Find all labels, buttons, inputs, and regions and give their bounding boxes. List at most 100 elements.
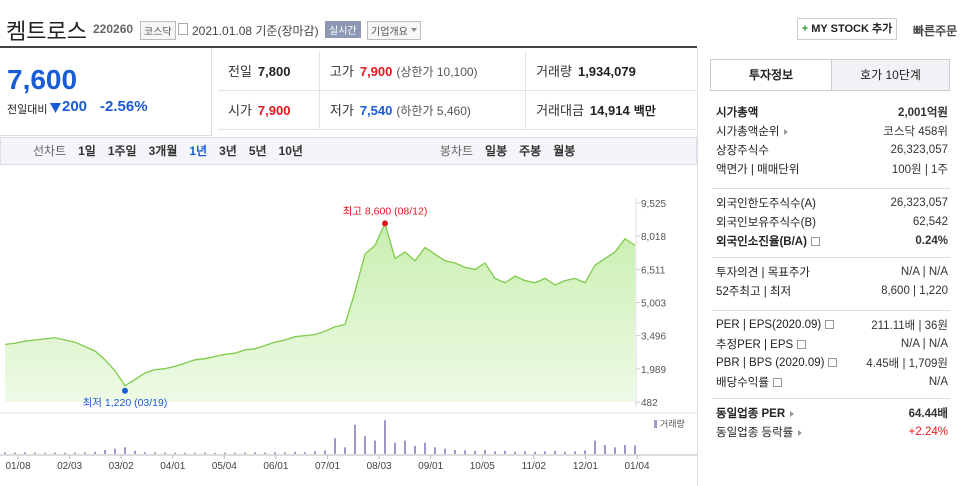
company-info[interactable]: 기업개요 bbox=[367, 21, 421, 40]
arrow-icon bbox=[790, 411, 795, 417]
quote-cell: 시가 7,900 bbox=[218, 90, 320, 130]
volume-bar bbox=[274, 452, 276, 454]
quote-value: 1,934,079 bbox=[577, 63, 636, 79]
period-tab[interactable]: 1일 bbox=[78, 144, 96, 158]
quote-value: 7,540 bbox=[359, 103, 393, 118]
volume-bar bbox=[524, 451, 526, 454]
y-tick-label: 3,496 bbox=[641, 332, 666, 343]
volume-bar bbox=[4, 452, 6, 454]
volume-bar bbox=[44, 452, 46, 454]
y-tick-label: 8,018 bbox=[641, 232, 666, 243]
volume-bar bbox=[444, 448, 446, 454]
volume-bar bbox=[54, 452, 56, 454]
quote-label: 거래대금 bbox=[536, 103, 584, 118]
candle-tab[interactable]: 월봉 bbox=[553, 144, 576, 158]
realtime-badge[interactable]: 실시간 bbox=[325, 21, 361, 38]
period-tab[interactable]: 5년 bbox=[248, 144, 267, 158]
quote-row: 시가 7,900 저가 7,540 (하한가 5,460) 거래대금 14,914 백만 bbox=[218, 90, 697, 130]
info-row: PBR | BPS (2020.09) 4.45배 | 1,709원 bbox=[716, 354, 948, 372]
x-tick-label: 03/02 bbox=[109, 461, 134, 472]
volume-bar bbox=[364, 436, 366, 454]
info-row: 52주최고 | 최저 8,600 | 1,220 bbox=[716, 282, 948, 300]
period-tab[interactable]: 1주일 bbox=[107, 144, 137, 158]
divider bbox=[0, 46, 697, 48]
period-tab[interactable]: 3개월 bbox=[148, 144, 178, 158]
volume-bar bbox=[64, 452, 66, 454]
change-rate: -2.56% bbox=[100, 98, 148, 115]
info-label-text: 52주최고 | 최저 bbox=[716, 286, 792, 298]
doc-icon bbox=[178, 23, 188, 35]
volume-bar bbox=[304, 452, 306, 454]
info-value: 62,542 bbox=[912, 216, 948, 228]
quote-value: 7,900 bbox=[359, 63, 393, 79]
info-label-text: 시가총액 bbox=[716, 107, 759, 119]
info-value: 코스닥 458위 bbox=[883, 126, 948, 138]
period-tab[interactable]: 3년 bbox=[219, 144, 237, 158]
info-value: 8,600 | 1,220 bbox=[881, 285, 948, 297]
volume-bar bbox=[214, 452, 216, 454]
info-row: 시가총액 2,001억원 bbox=[716, 103, 948, 121]
volume-legend-icon bbox=[654, 420, 657, 428]
quote-label: 전일 bbox=[228, 63, 252, 79]
volume-bar bbox=[14, 452, 16, 454]
info-row: 외국인보유주식수(B) 62,542 bbox=[716, 213, 948, 231]
y-tick-label: 6,511 bbox=[641, 265, 666, 276]
info-label: 시가총액 bbox=[716, 104, 758, 120]
volume-bar bbox=[264, 452, 266, 454]
volume-bar bbox=[434, 447, 436, 454]
quick-order[interactable]: 빠른주문 bbox=[913, 24, 958, 38]
volume-bar bbox=[94, 451, 96, 454]
info-value: 211.11배 | 36원 bbox=[871, 320, 948, 332]
volume-bar bbox=[144, 452, 146, 454]
volume-bar bbox=[594, 440, 596, 454]
x-tick-label: 07/01 bbox=[315, 461, 340, 472]
x-tick-label: 05/04 bbox=[212, 461, 237, 472]
tab[interactable]: 호가 10단계 bbox=[831, 60, 949, 90]
candle-tab[interactable]: 일봉 bbox=[485, 144, 508, 158]
y-tick-label: 9,525 bbox=[641, 199, 666, 210]
info-label: PBR | BPS (2020.09) bbox=[716, 357, 838, 369]
mystock-text: MY STOCK 추가 bbox=[811, 23, 893, 35]
volume-bar bbox=[504, 450, 506, 454]
x-tick-label: 09/01 bbox=[418, 461, 443, 472]
info-label-text: 투자의견 | 목표주가 bbox=[716, 267, 811, 279]
quote-row: 전일 7,800 고가 7,900 (상한가 10,100) 거래량 1,934,079 bbox=[218, 51, 697, 91]
volume-bar bbox=[134, 450, 136, 454]
stock-code: 220260 bbox=[93, 22, 134, 36]
volume-bar bbox=[184, 452, 186, 454]
quote-label: 저가 bbox=[329, 103, 354, 118]
period-tab[interactable]: 1년 bbox=[189, 144, 208, 158]
tab-active[interactable]: 투자정보 bbox=[711, 60, 831, 90]
mystock-button[interactable]: + MY STOCK 추가 bbox=[797, 18, 897, 40]
volume-bar bbox=[84, 452, 86, 454]
volume-bar bbox=[614, 447, 616, 454]
volume-bar bbox=[544, 451, 546, 454]
volume-bar bbox=[284, 452, 286, 454]
candle-tab[interactable]: 주봉 bbox=[519, 144, 542, 158]
x-tick-label: 12/01 bbox=[573, 461, 598, 472]
volume-bar bbox=[424, 442, 426, 454]
help-icon bbox=[825, 320, 835, 330]
info-label: 외국인한도주식수(A) bbox=[716, 195, 816, 211]
quote-value: 7,900 bbox=[257, 103, 291, 118]
volume-bar bbox=[334, 438, 336, 454]
info-value: N/A bbox=[928, 376, 948, 388]
info-label-text: 외국인한도주식수(A) bbox=[716, 198, 816, 210]
volume-bar bbox=[204, 452, 206, 454]
help-icon bbox=[797, 340, 807, 350]
section-divider bbox=[712, 188, 950, 189]
volume-bar bbox=[194, 452, 196, 454]
info-label: 외국인보유주식수(B) bbox=[716, 214, 816, 230]
info-row: 배당수익률 N/A bbox=[716, 373, 948, 391]
volume-bar bbox=[574, 451, 576, 454]
volume-bar bbox=[234, 452, 236, 454]
x-tick-label: 01/08 bbox=[5, 461, 30, 472]
quote-unit: 백만 bbox=[633, 104, 656, 118]
price-line bbox=[4, 221, 636, 387]
period-tab[interactable]: 10년 bbox=[278, 144, 303, 158]
info-label-text: 액면가 | 매매단위 bbox=[716, 164, 800, 176]
date: 2021.01.08 기준(장마감) bbox=[192, 24, 319, 38]
info-label: 상장주식수 bbox=[716, 142, 769, 158]
quote-note: (하한가 5,460) bbox=[396, 104, 471, 118]
